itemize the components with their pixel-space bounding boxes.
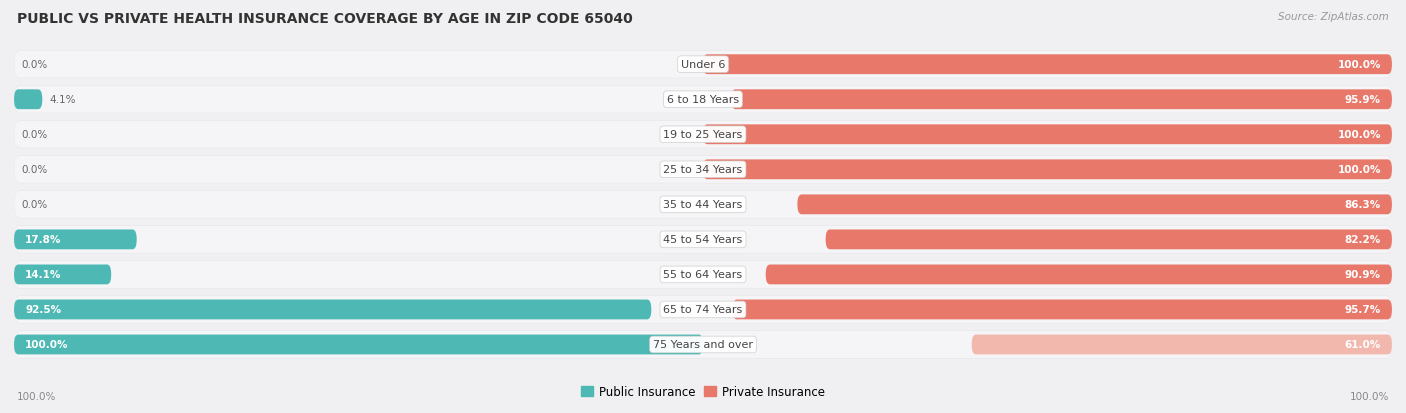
FancyBboxPatch shape bbox=[14, 90, 42, 110]
Text: 35 to 44 Years: 35 to 44 Years bbox=[664, 200, 742, 210]
Text: 17.8%: 17.8% bbox=[25, 235, 62, 245]
FancyBboxPatch shape bbox=[733, 300, 1392, 320]
FancyBboxPatch shape bbox=[14, 261, 1392, 289]
Legend: Public Insurance, Private Insurance: Public Insurance, Private Insurance bbox=[576, 381, 830, 403]
FancyBboxPatch shape bbox=[14, 331, 1392, 358]
FancyBboxPatch shape bbox=[14, 230, 136, 250]
FancyBboxPatch shape bbox=[14, 300, 651, 320]
FancyBboxPatch shape bbox=[14, 226, 1392, 253]
Text: 100.0%: 100.0% bbox=[25, 339, 69, 350]
Text: 61.0%: 61.0% bbox=[1344, 339, 1381, 350]
Text: 86.3%: 86.3% bbox=[1344, 200, 1381, 210]
FancyBboxPatch shape bbox=[14, 191, 1392, 219]
Text: 25 to 34 Years: 25 to 34 Years bbox=[664, 165, 742, 175]
Text: 90.9%: 90.9% bbox=[1346, 270, 1381, 280]
Text: 0.0%: 0.0% bbox=[21, 130, 48, 140]
Text: 95.7%: 95.7% bbox=[1344, 305, 1381, 315]
FancyBboxPatch shape bbox=[14, 296, 1392, 323]
Text: Under 6: Under 6 bbox=[681, 60, 725, 70]
Text: 6 to 18 Years: 6 to 18 Years bbox=[666, 95, 740, 105]
FancyBboxPatch shape bbox=[14, 86, 1392, 114]
Text: 100.0%: 100.0% bbox=[1350, 391, 1389, 401]
FancyBboxPatch shape bbox=[797, 195, 1392, 215]
FancyBboxPatch shape bbox=[14, 157, 1392, 183]
FancyBboxPatch shape bbox=[14, 51, 1392, 79]
FancyBboxPatch shape bbox=[14, 265, 111, 285]
Text: 45 to 54 Years: 45 to 54 Years bbox=[664, 235, 742, 245]
Text: 65 to 74 Years: 65 to 74 Years bbox=[664, 305, 742, 315]
Text: Source: ZipAtlas.com: Source: ZipAtlas.com bbox=[1278, 12, 1389, 22]
FancyBboxPatch shape bbox=[14, 331, 1392, 358]
Text: 55 to 64 Years: 55 to 64 Years bbox=[664, 270, 742, 280]
Text: 0.0%: 0.0% bbox=[21, 60, 48, 70]
FancyBboxPatch shape bbox=[703, 160, 1392, 180]
FancyBboxPatch shape bbox=[825, 230, 1392, 250]
Text: 95.9%: 95.9% bbox=[1346, 95, 1381, 105]
FancyBboxPatch shape bbox=[703, 125, 1392, 145]
FancyBboxPatch shape bbox=[14, 52, 1392, 78]
Text: 82.2%: 82.2% bbox=[1344, 235, 1381, 245]
FancyBboxPatch shape bbox=[766, 265, 1392, 285]
FancyBboxPatch shape bbox=[14, 191, 1392, 218]
Text: 19 to 25 Years: 19 to 25 Years bbox=[664, 130, 742, 140]
Text: 4.1%: 4.1% bbox=[49, 95, 76, 105]
FancyBboxPatch shape bbox=[14, 156, 1392, 184]
FancyBboxPatch shape bbox=[14, 261, 1392, 288]
Text: 100.0%: 100.0% bbox=[1337, 130, 1381, 140]
FancyBboxPatch shape bbox=[14, 121, 1392, 148]
Text: 75 Years and over: 75 Years and over bbox=[652, 339, 754, 350]
Text: 100.0%: 100.0% bbox=[1337, 165, 1381, 175]
FancyBboxPatch shape bbox=[14, 296, 1392, 323]
FancyBboxPatch shape bbox=[972, 335, 1392, 354]
FancyBboxPatch shape bbox=[14, 335, 703, 354]
FancyBboxPatch shape bbox=[14, 121, 1392, 149]
FancyBboxPatch shape bbox=[14, 86, 1392, 114]
Text: 14.1%: 14.1% bbox=[25, 270, 62, 280]
Text: 100.0%: 100.0% bbox=[1337, 60, 1381, 70]
FancyBboxPatch shape bbox=[731, 90, 1392, 110]
FancyBboxPatch shape bbox=[14, 226, 1392, 254]
Text: 0.0%: 0.0% bbox=[21, 165, 48, 175]
Text: PUBLIC VS PRIVATE HEALTH INSURANCE COVERAGE BY AGE IN ZIP CODE 65040: PUBLIC VS PRIVATE HEALTH INSURANCE COVER… bbox=[17, 12, 633, 26]
Text: 0.0%: 0.0% bbox=[21, 200, 48, 210]
Text: 100.0%: 100.0% bbox=[17, 391, 56, 401]
Text: 92.5%: 92.5% bbox=[25, 305, 62, 315]
FancyBboxPatch shape bbox=[703, 55, 1392, 75]
